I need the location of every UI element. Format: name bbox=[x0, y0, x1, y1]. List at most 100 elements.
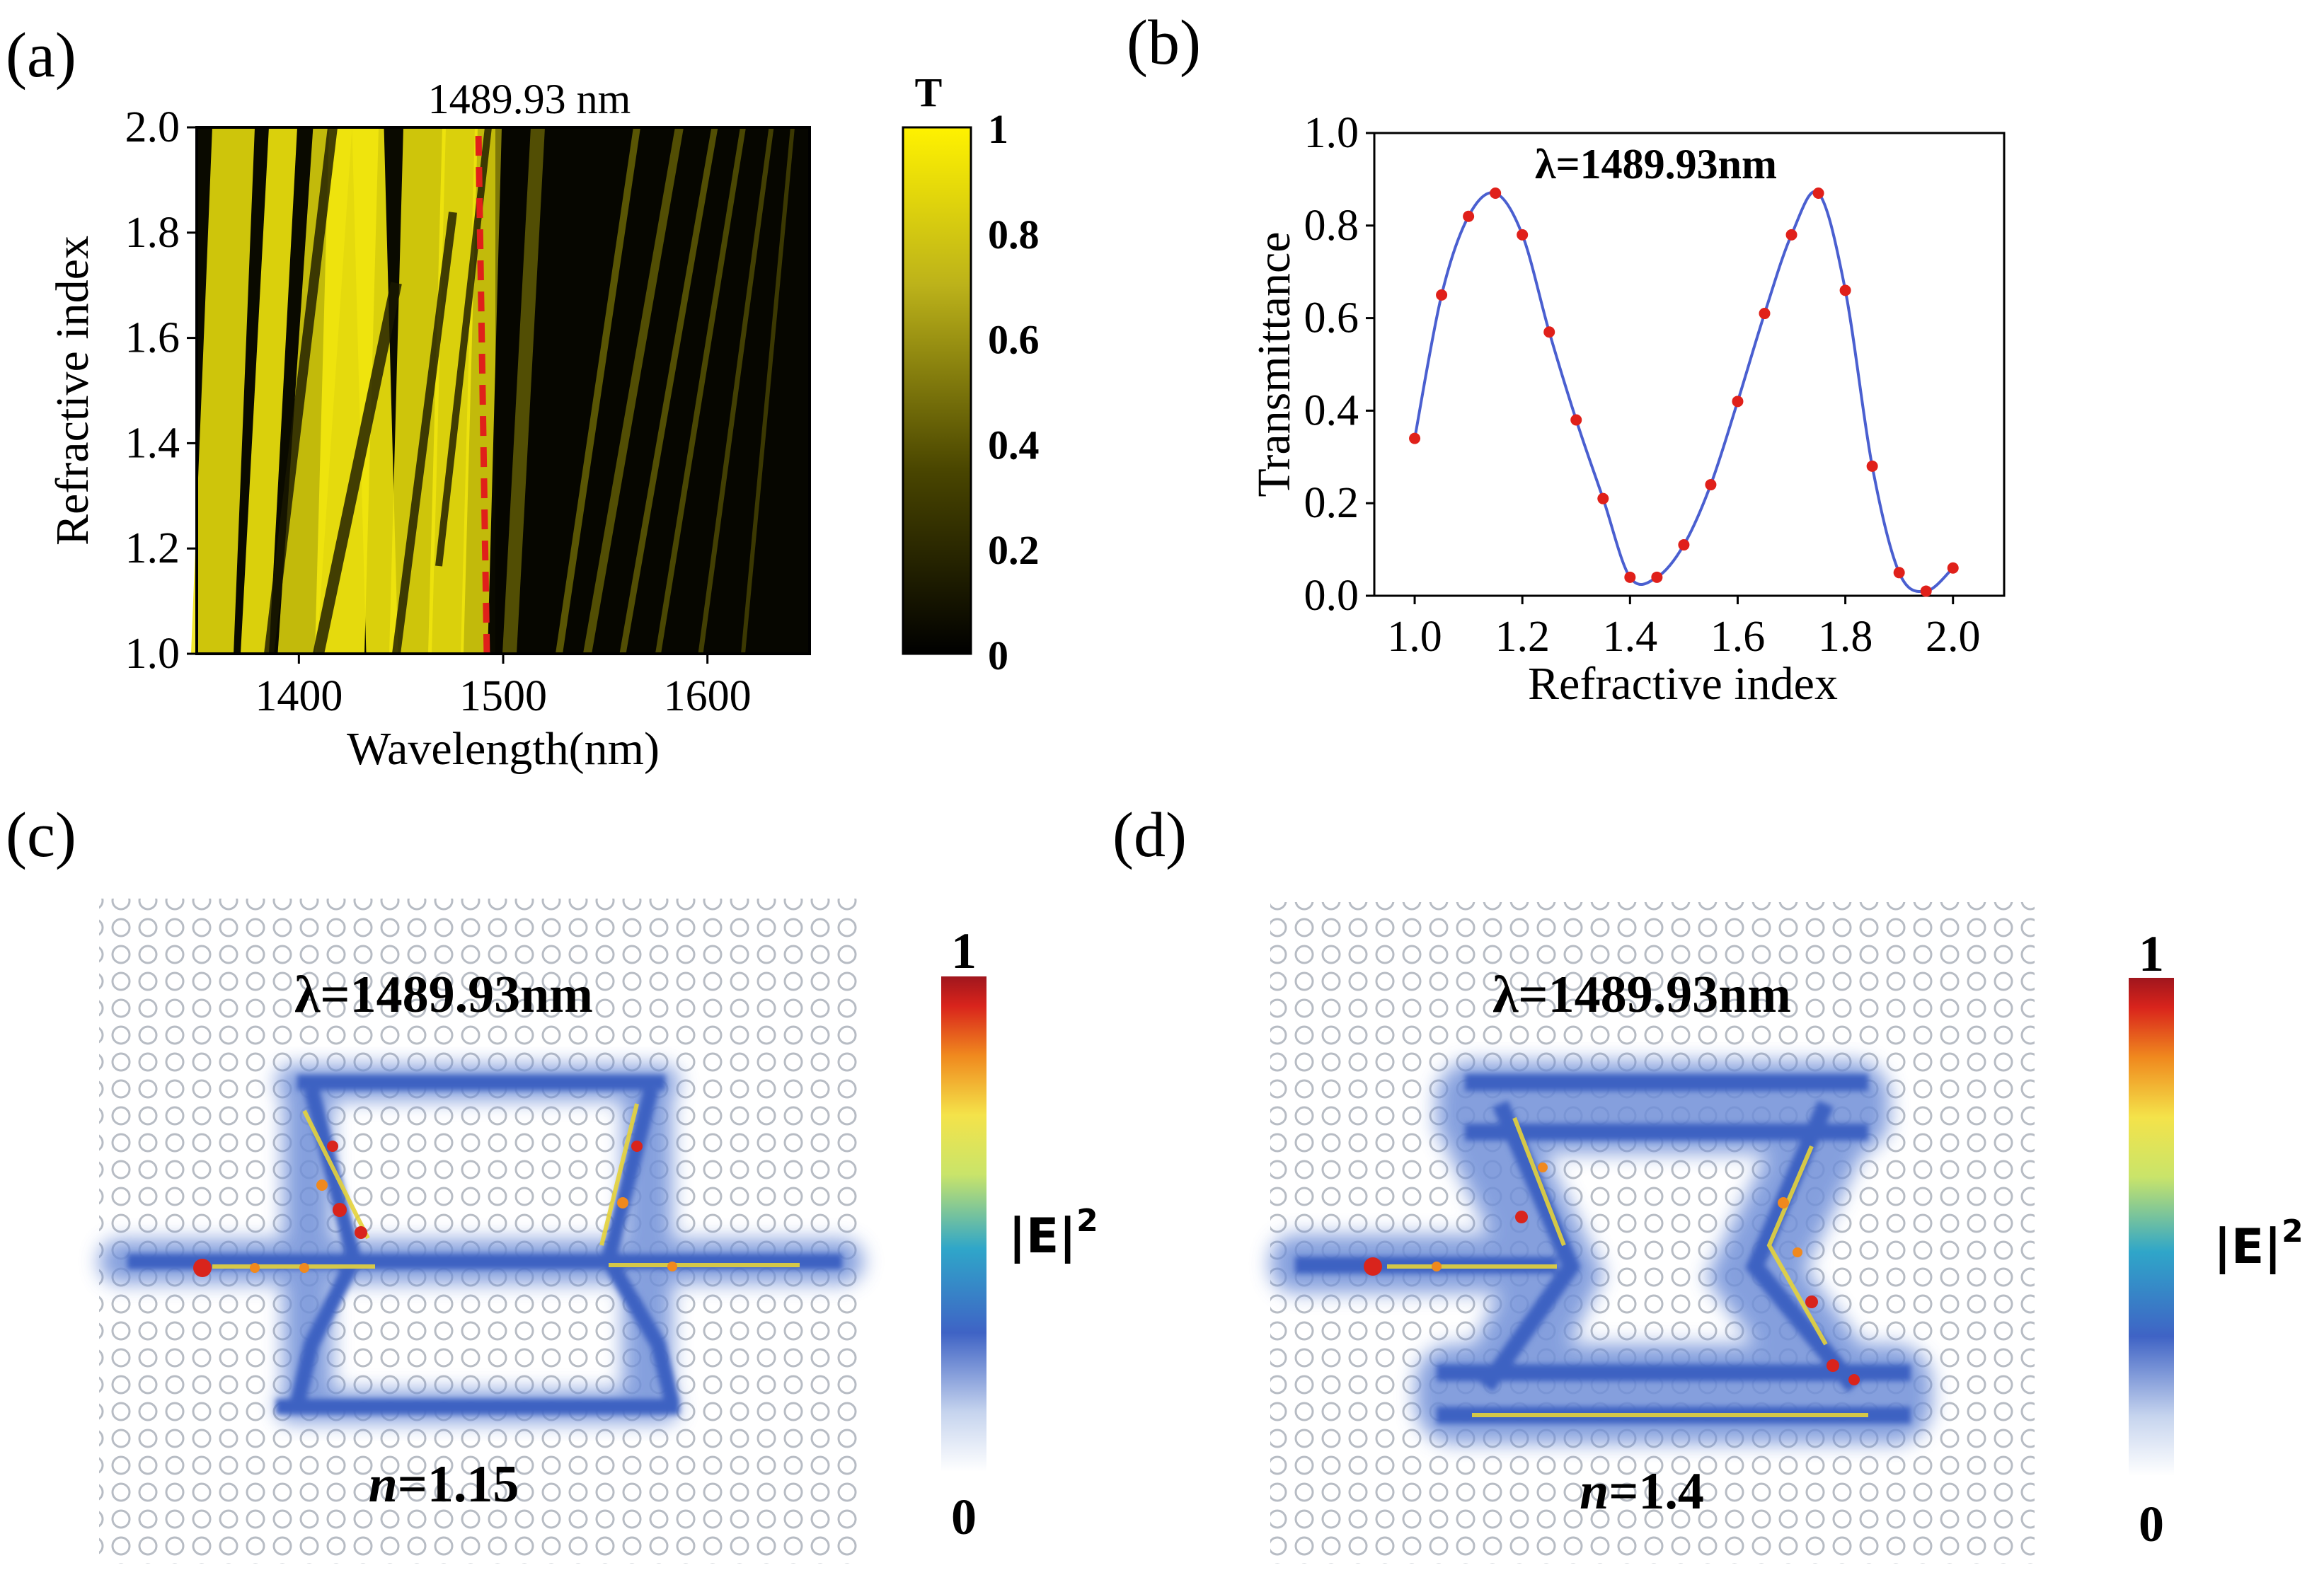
n-value-d: =1.4 bbox=[1609, 1462, 1704, 1521]
transmittance-point bbox=[1759, 308, 1771, 320]
line-chart-x-tick-label: 1.0 bbox=[1387, 613, 1442, 661]
wavelength-marker-line bbox=[475, 127, 490, 654]
line-chart-y-tick-label: 0.8 bbox=[1304, 202, 1359, 250]
transmittance-point bbox=[1543, 326, 1555, 338]
n-symbol-c: n bbox=[369, 1455, 398, 1513]
line-chart-x-tick-label: 1.2 bbox=[1495, 613, 1550, 661]
heatmap-x-tick-label: 1400 bbox=[255, 672, 343, 720]
transmittance-point bbox=[1705, 479, 1717, 491]
line-chart-x-label: Refractive index bbox=[1528, 658, 1838, 710]
n-value-c: =1.15 bbox=[398, 1455, 519, 1513]
heatmap-y-label: Refractive index bbox=[47, 236, 98, 546]
refractive-index-label-c: n=1.15 bbox=[369, 1455, 519, 1513]
line-chart-y-tick-label: 0.0 bbox=[1304, 572, 1359, 620]
panel-a-top-annotation: 1489.93 nm bbox=[428, 76, 631, 122]
heatmap-dark-band bbox=[264, 127, 338, 654]
heatmap-x-axis: 1400 1500 1600 bbox=[255, 654, 752, 720]
photonic-crystal-lattice-c bbox=[99, 899, 863, 1564]
heatmap-streak bbox=[655, 127, 746, 654]
heatmap-streaks bbox=[191, 126, 810, 655]
n-symbol-d: n bbox=[1580, 1462, 1609, 1521]
line-chart-y-axis: 0.0 0.2 0.4 0.6 0.8 1.0 bbox=[1304, 109, 1374, 620]
e-colorbar-top-d: 1 bbox=[2139, 925, 2164, 982]
t-colorbar-ticks: 1 0.8 0.6 0.4 0.2 0 bbox=[988, 106, 1040, 679]
transmittance-point bbox=[1490, 188, 1502, 200]
e-colorbar-bar-d bbox=[2129, 978, 2174, 1476]
transmittance-point bbox=[1597, 492, 1609, 504]
t-colorbar-tick-label: 0.8 bbox=[988, 212, 1040, 258]
t-colorbar: T 1 0.8 0.6 0.4 0.2 0 bbox=[902, 69, 1040, 679]
transmittance-point bbox=[1785, 229, 1797, 241]
heatmap-y-axis: 1.0 1.2 1.4 1.6 1.8 2.0 bbox=[125, 103, 197, 678]
heatmap-streak bbox=[241, 126, 297, 655]
heatmap-streak bbox=[741, 127, 795, 654]
heatmap-streak bbox=[698, 127, 774, 654]
heatmap-dark-band bbox=[313, 282, 402, 655]
t-colorbar-bar bbox=[902, 126, 972, 655]
transmittance-point bbox=[1947, 562, 1959, 574]
heatmap-streak bbox=[619, 127, 718, 654]
e-colorbar-d: 1 0 |E|2 bbox=[2129, 925, 2303, 1552]
panel-d: (d) bbox=[1112, 800, 2303, 1564]
t-colorbar-tick-label: 0.6 bbox=[988, 317, 1040, 363]
line-chart-x-tick-label: 2.0 bbox=[1926, 613, 1981, 661]
heatmap-y-tick-label: 2.0 bbox=[125, 103, 180, 151]
panel-b-label: (b) bbox=[1127, 8, 1201, 78]
t-colorbar-tick-label: 0.2 bbox=[988, 527, 1040, 573]
line-chart-y-tick-label: 0.6 bbox=[1304, 294, 1359, 342]
e-colorbar-bottom-c: 0 bbox=[951, 1489, 977, 1545]
panel-d-label: (d) bbox=[1112, 800, 1187, 870]
line-chart-y-tick-label: 0.2 bbox=[1304, 479, 1359, 527]
line-chart-title: λ=1489.93nm bbox=[1535, 141, 1777, 188]
transmittance-point bbox=[1436, 289, 1448, 301]
heatmap-streak bbox=[389, 127, 446, 654]
t-colorbar-tick-label: 1 bbox=[988, 106, 1008, 152]
field-distribution-c bbox=[99, 1065, 863, 1423]
line-chart-x-tick-label: 1.4 bbox=[1603, 613, 1658, 661]
transmittance-point bbox=[1517, 229, 1529, 241]
transmittance-point bbox=[1866, 460, 1878, 472]
line-chart-y-tick-label: 0.4 bbox=[1304, 386, 1359, 434]
transmittance-point bbox=[1651, 571, 1663, 583]
heatmap-streak bbox=[315, 127, 379, 654]
line-chart-y-tick-label: 1.0 bbox=[1304, 109, 1359, 157]
transmittance-point bbox=[1463, 210, 1475, 222]
line-chart-x-axis: 1.0 1.2 1.4 1.6 1.8 2.0 bbox=[1387, 596, 1980, 661]
t-colorbar-title: T bbox=[915, 69, 943, 115]
heatmap-streak bbox=[191, 126, 255, 655]
line-chart-frame bbox=[1373, 132, 2006, 597]
heatmap-y-tick-label: 1.2 bbox=[125, 524, 180, 572]
line-chart-x-tick-label: 1.6 bbox=[1710, 613, 1766, 661]
field-distribution-d bbox=[1270, 1061, 1932, 1443]
line-chart: λ=1489.93nm 1.0 1.2 1.4 1.6 1.8 2.0 0.0 0.2 0.4… bbox=[1248, 109, 2006, 710]
heatmap-y-tick-label: 1.8 bbox=[125, 209, 180, 257]
field-map-c: λ=1489.93nm n=1.15 bbox=[99, 899, 863, 1564]
heatmap-streak bbox=[583, 126, 684, 655]
heatmap-streak bbox=[556, 127, 640, 654]
e-colorbar-label-c: |E|2 bbox=[1008, 1203, 1098, 1264]
e-colorbar-c: 1 0 |E|2 bbox=[941, 923, 1098, 1545]
t-colorbar-tick-label: 0.4 bbox=[988, 422, 1040, 468]
photonic-crystal-lattice-d bbox=[1270, 902, 2035, 1564]
e-colorbar-top-c: 1 bbox=[951, 923, 977, 979]
line-chart-y-label: Transmittance bbox=[1248, 231, 1300, 497]
transmittance-point bbox=[1624, 571, 1636, 583]
refractive-index-label-d: n=1.4 bbox=[1580, 1462, 1704, 1521]
heatmap-streak bbox=[428, 127, 478, 654]
panel-a-label: (a) bbox=[6, 21, 76, 91]
heatmap-x-tick-label: 1600 bbox=[664, 672, 752, 720]
e-colorbar-bottom-d: 0 bbox=[2139, 1496, 2164, 1552]
transmittance-point bbox=[1732, 396, 1744, 408]
wavelength-label-c: λ=1489.93nm bbox=[294, 966, 593, 1024]
heatmap-y-tick-label: 1.0 bbox=[125, 630, 180, 678]
heatmap-dark-band bbox=[392, 212, 457, 654]
wavelength-label-d: λ=1489.93nm bbox=[1492, 966, 1791, 1024]
heatmap-streak bbox=[502, 127, 545, 654]
transmittance-point bbox=[1409, 432, 1421, 444]
e-colorbar-bar-c bbox=[941, 976, 986, 1472]
transmittance-point bbox=[1570, 414, 1582, 426]
heatmap-x-label: Wavelength(nm) bbox=[347, 723, 660, 775]
transmittance-point bbox=[1920, 585, 1932, 597]
heatmap-shade bbox=[495, 127, 810, 654]
